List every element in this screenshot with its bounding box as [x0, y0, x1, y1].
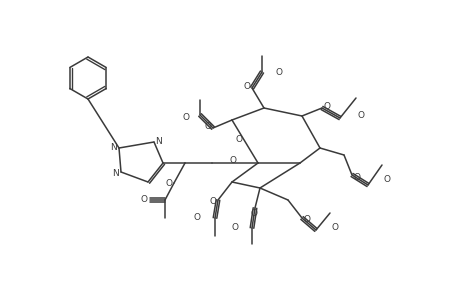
Text: O: O [383, 176, 390, 184]
Text: N: N [110, 142, 117, 152]
Text: O: O [193, 214, 200, 223]
Text: N: N [112, 169, 119, 178]
Text: O: O [231, 224, 238, 232]
Text: N: N [155, 136, 162, 146]
Text: O: O [323, 101, 330, 110]
Text: O: O [182, 112, 189, 122]
Text: O: O [357, 110, 364, 119]
Text: O: O [209, 196, 216, 206]
Text: O: O [303, 214, 310, 224]
Text: O: O [204, 122, 211, 130]
Text: O: O [275, 68, 282, 76]
Text: O: O [165, 178, 172, 188]
Text: O: O [331, 223, 338, 232]
Text: O: O [353, 172, 360, 182]
Text: O: O [250, 208, 257, 217]
Text: O: O [229, 155, 236, 164]
Text: O: O [243, 82, 250, 91]
Text: O: O [235, 135, 242, 144]
Text: O: O [140, 196, 147, 205]
